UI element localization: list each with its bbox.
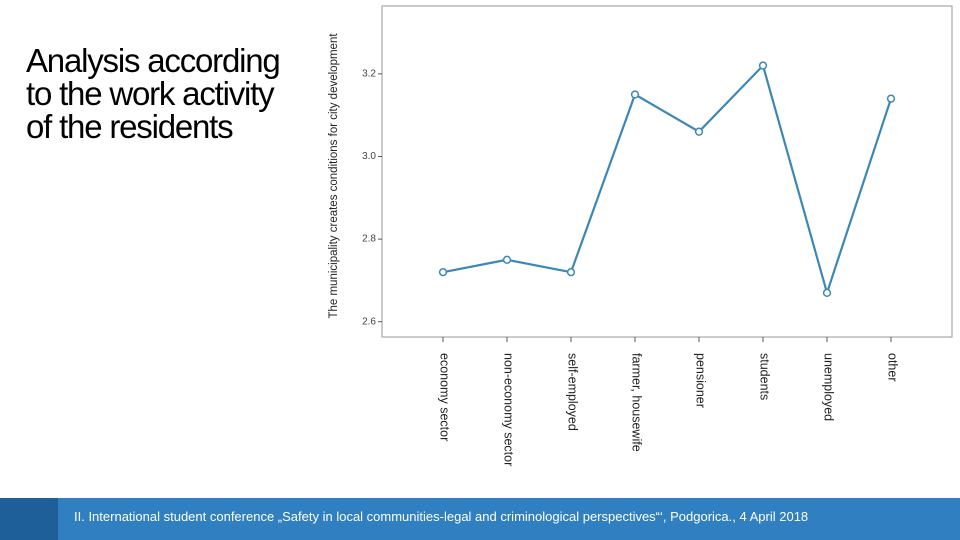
data-point	[822, 288, 832, 297]
x-tick-label: unemployed	[822, 353, 836, 421]
data-point	[438, 268, 448, 277]
data-point	[502, 255, 512, 264]
title-line-1: Analysis according	[26, 42, 281, 79]
x-tick-label: other	[886, 353, 900, 382]
plot-frame	[381, 5, 953, 338]
x-ticks: economy sector non-economy sector self-emp…	[438, 337, 900, 466]
y-tick-label: 2.8	[362, 234, 376, 245]
x-tick-label: self-employed	[566, 353, 580, 431]
footer-bar: II. International student conference „Sa…	[0, 498, 960, 540]
y-tick-label: 3.2	[362, 68, 376, 79]
title-line-2: to the work activity	[26, 75, 275, 112]
x-tick-label: economy sector	[438, 353, 452, 441]
title-line-3: of the residents	[26, 108, 234, 145]
data-point	[886, 94, 896, 103]
series-line	[442, 64, 893, 294]
x-tick-label: non-economy sector	[502, 353, 516, 466]
footer-text: II. International student conference „Sa…	[74, 509, 809, 524]
y-tick-label: 3.0	[362, 151, 376, 162]
slide-title: Analysis according to the work activity …	[26, 44, 326, 143]
data-point	[630, 90, 640, 99]
data-point	[758, 61, 768, 70]
footer-accent	[0, 498, 58, 540]
chart-area: The municipality creates conditions for …	[322, 0, 960, 480]
x-tick-label: pensioner	[694, 353, 708, 408]
data-point	[694, 127, 704, 136]
data-points	[438, 61, 896, 297]
y-ticks: 2.6 2.8 3.0 3.2	[362, 68, 382, 327]
y-axis-label: The municipality creates conditions for …	[328, 33, 340, 319]
x-tick-label: farmer, housewife	[630, 353, 644, 452]
data-point	[566, 268, 576, 277]
y-tick-label: 2.6	[362, 316, 376, 327]
line-chart: The municipality creates conditions for …	[328, 5, 953, 466]
x-tick-label: students	[758, 353, 772, 400]
